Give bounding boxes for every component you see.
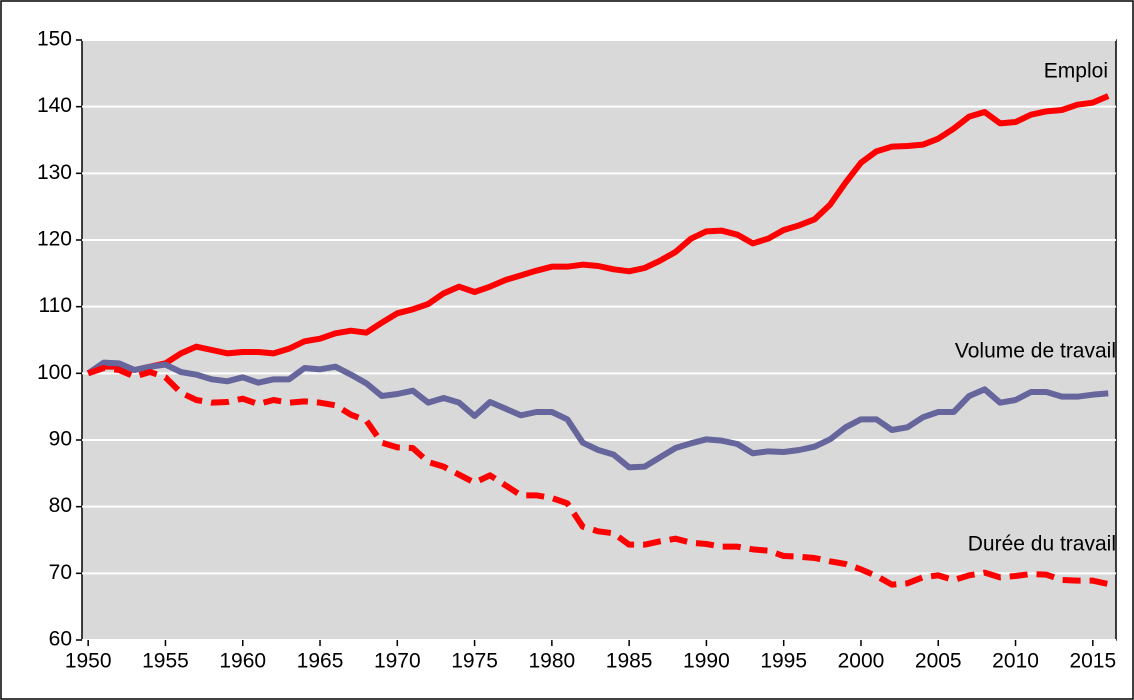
x-tick-label: 2005: [915, 650, 962, 673]
series-label: Emploi: [1044, 60, 1108, 83]
series-label: Durée du travail: [968, 533, 1116, 556]
series-line: [86, 93, 1110, 377]
x-tick-label: 1965: [297, 650, 344, 673]
x-tick-label: 2010: [992, 650, 1039, 673]
x-tick-label: 1970: [374, 650, 421, 673]
x-tick-label: 2015: [1069, 650, 1116, 673]
y-tick-label: 100: [37, 361, 72, 384]
y-tick-label: 130: [37, 161, 72, 184]
x-tick-label: 1995: [760, 650, 807, 673]
x-tick-label: 1975: [451, 650, 498, 673]
series-label: Volume de travail: [955, 340, 1116, 363]
x-tick-label: 2000: [838, 650, 885, 673]
x-tick-label: 1960: [219, 650, 266, 673]
y-tick-label: 120: [37, 228, 72, 251]
y-tick-label: 90: [49, 428, 72, 451]
y-tick-label: 80: [49, 494, 72, 517]
y-tick-label: 140: [37, 94, 72, 117]
series-line: [86, 359, 1109, 471]
x-tick-label: 1990: [683, 650, 730, 673]
y-tick-label: 70: [49, 561, 72, 584]
y-tick-label: 150: [37, 28, 72, 51]
plot-area: [81, 39, 1117, 641]
x-tick-label: 1980: [529, 650, 576, 673]
series-line: [87, 365, 1109, 588]
x-tick-label: 1955: [142, 650, 189, 673]
x-tick-label: 1985: [606, 650, 653, 673]
y-tick-label: 110: [39, 294, 72, 317]
x-tick-label: 1950: [65, 650, 112, 673]
y-tick-label: 60: [49, 628, 72, 651]
